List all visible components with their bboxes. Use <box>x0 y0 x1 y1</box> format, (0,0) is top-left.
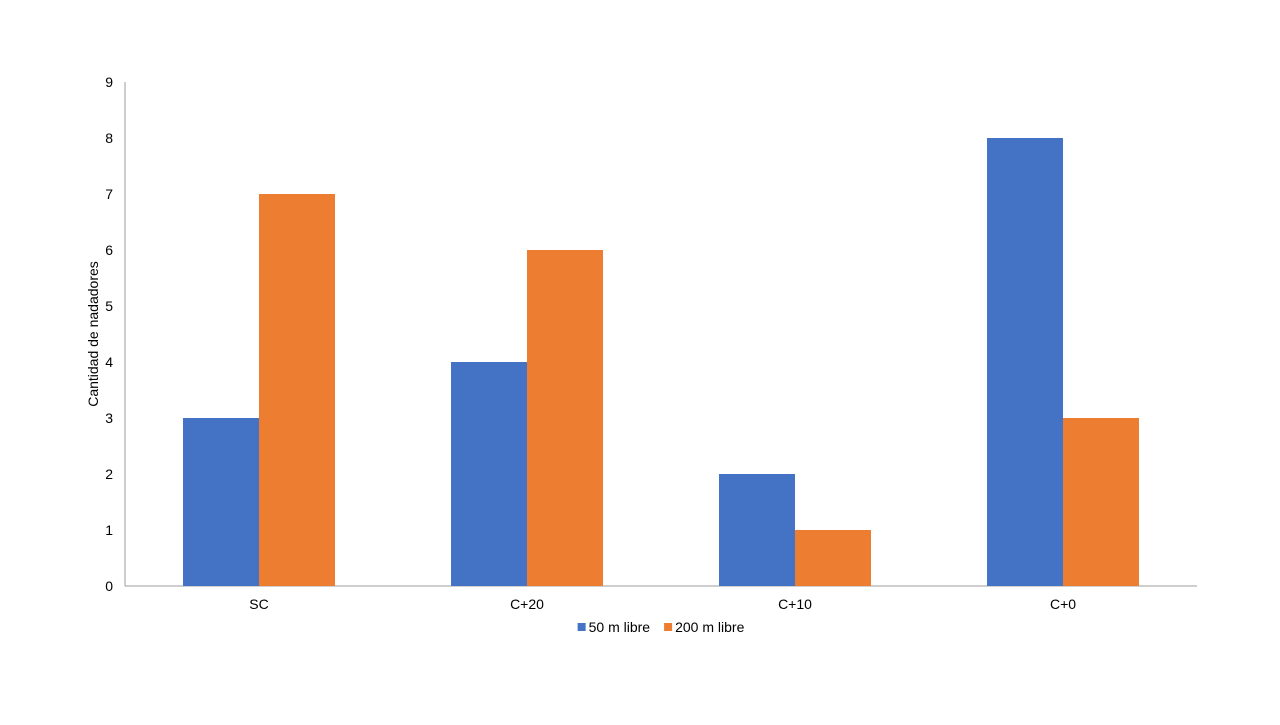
bar-50-m-libre-c+10 <box>719 474 795 586</box>
bar-50-m-libre-c+0 <box>987 138 1063 586</box>
bar-50-m-libre-c+20 <box>451 362 527 586</box>
x-tick-labels: SC C+20 C+10 C+0 <box>249 596 1076 612</box>
y-tick-label: 5 <box>105 298 113 314</box>
y-tick-label: 8 <box>105 130 113 146</box>
y-tick-label: 3 <box>105 410 113 426</box>
y-tick-label: 7 <box>105 186 113 202</box>
y-tick-label: 2 <box>105 466 113 482</box>
legend: 50 m libre 200 m libre <box>577 619 745 635</box>
y-tick-label: 4 <box>105 354 113 370</box>
bar-200-m-libre-c+10 <box>795 530 871 586</box>
bar-200-m-libre-c+0 <box>1063 418 1139 586</box>
bars-layer <box>183 138 1139 586</box>
y-tick-labels: 0 1 2 3 4 5 6 7 8 9 <box>105 74 113 594</box>
bar-50-m-libre-sc <box>183 418 259 586</box>
y-axis-title: Cantidad de nadadores <box>85 261 101 407</box>
bar-200-m-libre-sc <box>259 194 335 586</box>
legend-swatch <box>577 623 586 631</box>
bar-200-m-libre-c+20 <box>527 250 603 586</box>
y-tick-label: 6 <box>105 242 113 258</box>
x-tick-label: C+20 <box>510 596 544 612</box>
legend-label: 200 m libre <box>675 619 744 635</box>
legend-label: 50 m libre <box>589 619 651 635</box>
x-tick-label: C+0 <box>1050 596 1076 612</box>
y-tick-label: 1 <box>105 522 113 538</box>
legend-swatch <box>664 623 673 631</box>
y-tick-label: 0 <box>105 578 113 594</box>
x-tick-label: SC <box>249 596 268 612</box>
y-tick-label: 9 <box>105 74 113 90</box>
x-tick-label: C+10 <box>778 596 812 612</box>
